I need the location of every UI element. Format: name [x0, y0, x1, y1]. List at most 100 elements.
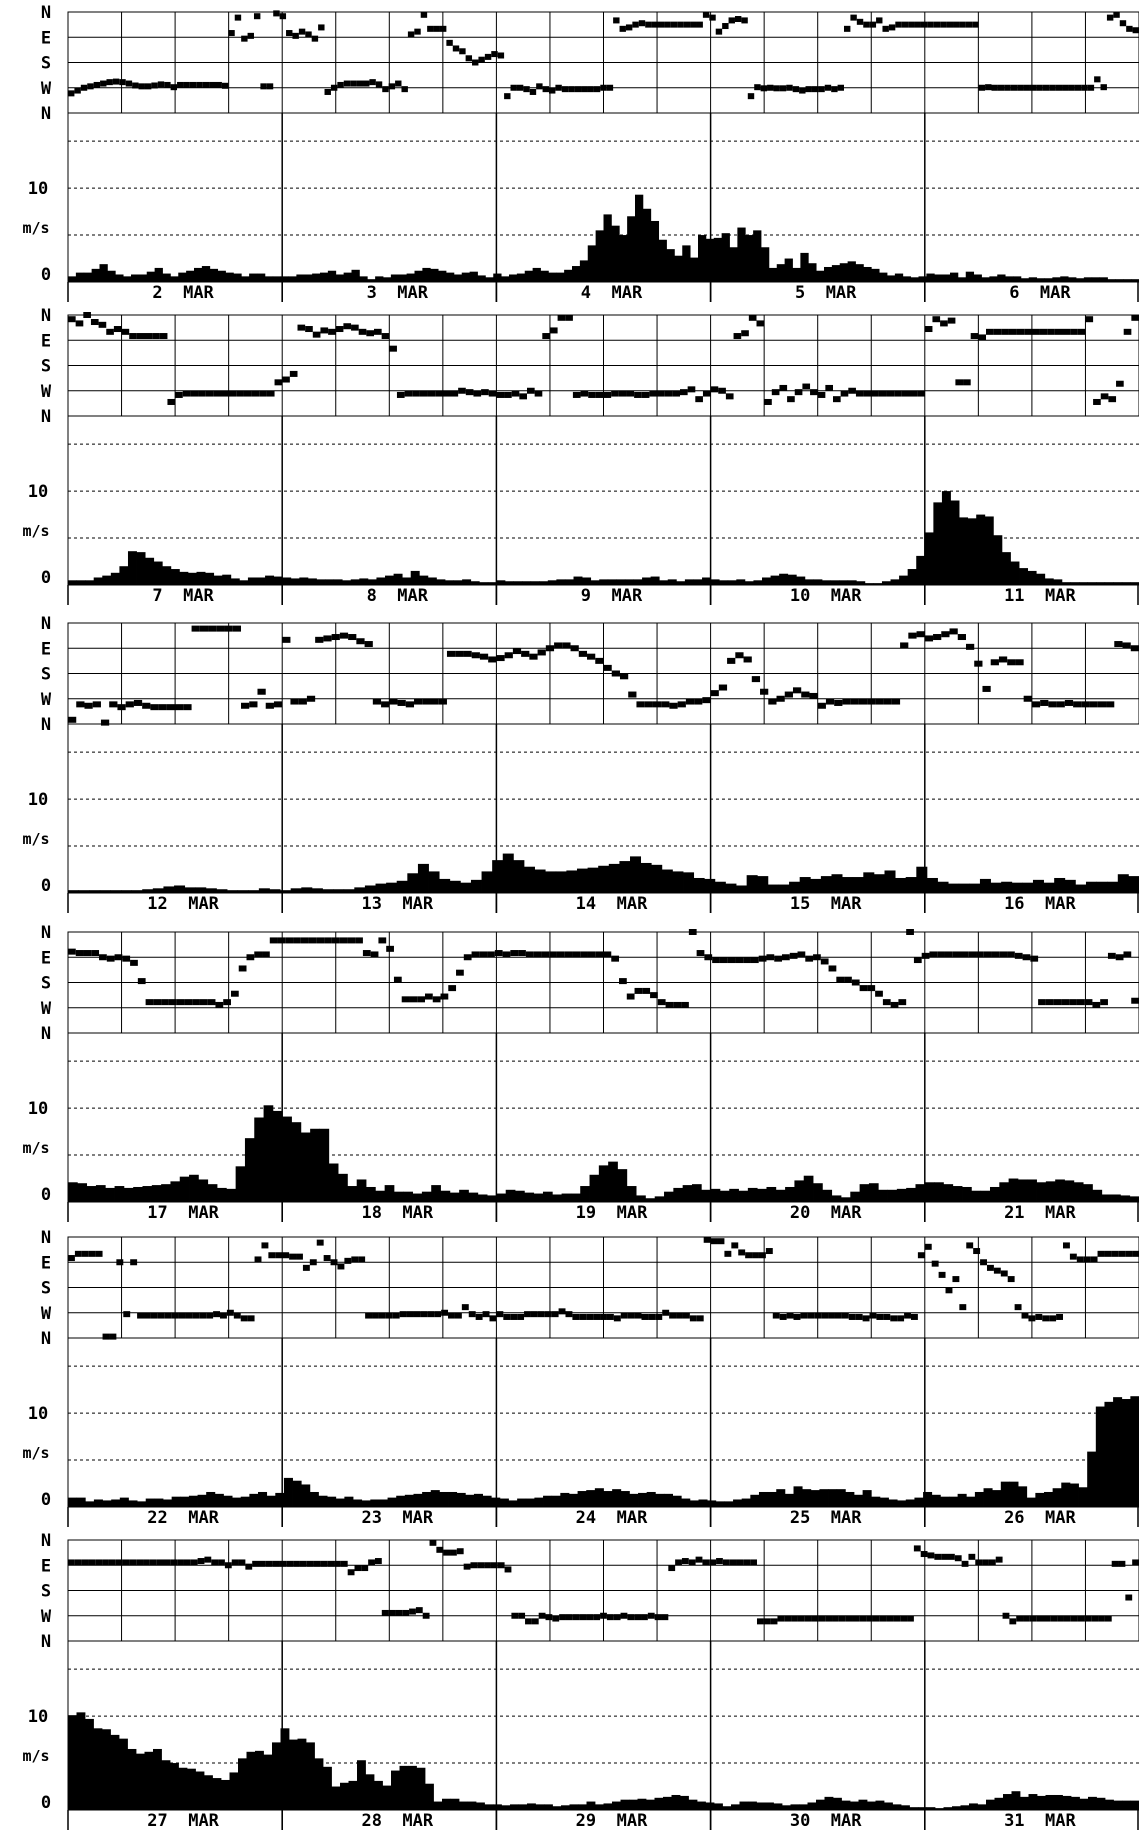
- speed-bar: [722, 1806, 732, 1810]
- speed-bar: [619, 861, 631, 893]
- speed-bar: [1131, 279, 1139, 282]
- direction-mark: [817, 391, 826, 398]
- speed-bar: [1035, 1492, 1045, 1507]
- direction-mark: [1106, 701, 1115, 708]
- speed-bar: [477, 275, 486, 282]
- direction-mark: [475, 1313, 483, 1320]
- speed-bar: [1028, 1794, 1038, 1810]
- direction-mark: [555, 84, 562, 91]
- direction-mark: [313, 1560, 321, 1567]
- speed-bar: [1064, 879, 1076, 893]
- direction-mark: [420, 11, 428, 18]
- day-label: 3 MAR: [367, 283, 429, 303]
- speed-bar: [590, 580, 600, 585]
- speed-bar: [580, 1186, 590, 1202]
- direction-mark: [718, 684, 728, 691]
- direction-mark: [1069, 999, 1077, 1006]
- speed-bar: [896, 1188, 907, 1202]
- direction-mark: [138, 83, 145, 90]
- speed-bar: [527, 1803, 536, 1810]
- day-label: 5 MAR: [795, 283, 857, 303]
- direction-mark: [494, 950, 503, 957]
- speed-bar: [419, 575, 429, 585]
- speed-bar: [1013, 276, 1022, 282]
- speed-bar: [127, 551, 137, 585]
- direction-mark: [542, 86, 549, 93]
- speed-bar: [727, 580, 737, 585]
- speed-bar: [145, 1498, 155, 1507]
- speed-bar: [170, 1763, 179, 1810]
- direction-mark: [1074, 84, 1082, 91]
- speed-bar: [85, 580, 95, 585]
- direction-mark: [1023, 1615, 1030, 1622]
- direction-mark: [324, 937, 332, 944]
- speed-bar: [616, 579, 626, 585]
- direction-mark: [116, 1259, 124, 1266]
- direction-mark: [578, 650, 588, 657]
- direction-mark: [442, 390, 451, 397]
- speed-bar: [1130, 1800, 1139, 1810]
- direction-mark: [331, 634, 340, 641]
- speed-bar: [916, 555, 926, 585]
- speed-bar: [146, 271, 156, 282]
- direction-mark: [1015, 659, 1024, 666]
- speed-bar: [288, 276, 297, 282]
- speed-bar: [894, 273, 904, 282]
- speed-bar: [594, 1488, 604, 1507]
- speed-bar: [958, 883, 970, 893]
- speed-bar: [68, 1715, 77, 1810]
- direction-mark: [836, 976, 845, 983]
- speed-bar: [487, 582, 497, 585]
- speed-bar: [729, 1188, 739, 1202]
- direction-mark: [510, 1313, 518, 1320]
- speed-bar: [205, 888, 217, 893]
- direction-mark: [916, 631, 925, 638]
- direction-mark: [549, 327, 558, 334]
- speed-bar: [198, 1179, 209, 1202]
- speed-bar: [327, 270, 337, 282]
- direction-mark: [805, 86, 812, 93]
- direction-mark: [557, 314, 566, 321]
- direction-mark: [150, 704, 159, 711]
- speed-bar: [378, 1499, 388, 1507]
- direction-mark: [478, 56, 485, 63]
- speed-bar: [280, 1728, 290, 1810]
- speed-bar: [980, 1190, 991, 1202]
- speed-bar: [1088, 1796, 1097, 1810]
- direction-mark: [265, 702, 274, 709]
- direction-mark: [797, 1615, 805, 1622]
- direction-mark: [527, 387, 535, 394]
- speed-bar: [689, 1500, 699, 1507]
- direction-mark: [488, 390, 497, 397]
- speed-bar: [1087, 582, 1097, 585]
- direction-mark: [991, 951, 1000, 958]
- direction-mark: [727, 657, 736, 664]
- direction-mark: [606, 1313, 614, 1320]
- direction-mark: [641, 1313, 649, 1320]
- direction-mark: [461, 1304, 469, 1311]
- direction-mark: [947, 317, 956, 324]
- direction-mark: [81, 1250, 89, 1257]
- direction-mark: [934, 1553, 942, 1560]
- direction-mark: [378, 1312, 386, 1319]
- direction-mark: [980, 1259, 987, 1266]
- speed-bar: [256, 577, 266, 585]
- direction-mark: [898, 999, 907, 1006]
- direction-mark: [289, 370, 298, 377]
- direction-label-n: N: [41, 1531, 51, 1551]
- direction-mark: [382, 86, 389, 93]
- speed-bar: [672, 871, 684, 893]
- speed-bar: [289, 1739, 298, 1810]
- speed-bar: [564, 269, 573, 282]
- direction-mark: [858, 698, 868, 705]
- speed-bar: [1036, 278, 1045, 282]
- speed-bar: [510, 1804, 519, 1810]
- speed-bar: [422, 1491, 432, 1507]
- direction-mark: [119, 79, 126, 86]
- speed-bar: [875, 1800, 885, 1810]
- speed-bar: [85, 1501, 95, 1507]
- direction-mark: [756, 1618, 764, 1625]
- speed-tick-label: 0: [41, 265, 51, 285]
- direction-mark: [869, 1312, 877, 1319]
- speed-bar: [863, 266, 872, 282]
